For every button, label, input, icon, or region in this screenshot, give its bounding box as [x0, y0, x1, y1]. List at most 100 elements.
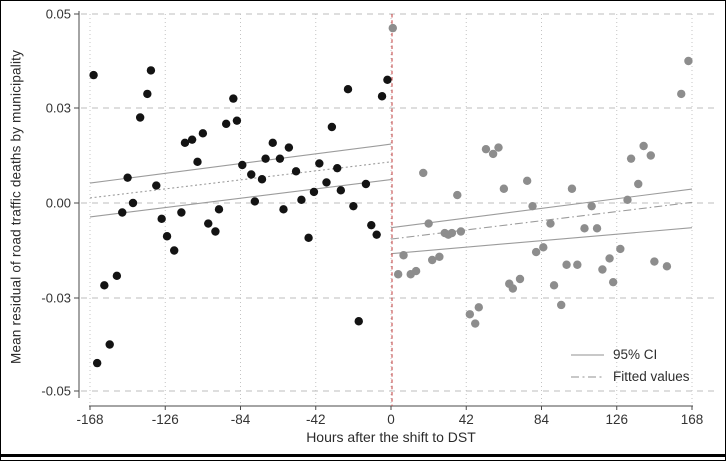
legend-line-solid-icon [571, 353, 604, 356]
data-point-pre_dst_shift [112, 271, 122, 281]
data-point-post_dst_shift [573, 260, 582, 269]
data-point-pre_dst_shift [336, 186, 346, 195]
data-point-post_dst_shift [598, 265, 607, 274]
data-point-post_dst_shift [592, 224, 602, 233]
data-point-post_dst_shift [465, 310, 475, 319]
legend-row-ci: 95% CI [571, 347, 690, 362]
data-point-post_dst_shift [677, 89, 686, 99]
data-point-pre_dst_shift [268, 138, 277, 148]
data-point-pre_dst_shift [291, 167, 301, 176]
data-point-pre_dst_shift [204, 219, 213, 228]
data-point-post_dst_shift [650, 257, 659, 266]
legend-label-ci: 95% CI [613, 347, 658, 362]
data-point-post_dst_shift [424, 219, 433, 228]
y-axis-title: Mean residual of road traffic deaths by … [8, 49, 24, 365]
data-point-post_dst_shift [393, 270, 403, 279]
data-point-post_dst_shift [388, 23, 397, 33]
x-tick-label: 126 [605, 412, 628, 427]
data-point-pre_dst_shift [297, 195, 306, 205]
legend-label-fitted: Fitted values [613, 369, 690, 384]
y-tick-label: -0.03 [41, 291, 71, 306]
data-point-pre_dst_shift [315, 159, 324, 168]
data-point-pre_dst_shift [232, 116, 242, 125]
data-point-pre_dst_shift [383, 75, 392, 85]
data-point-pre_dst_shift [152, 181, 161, 190]
data-point-pre_dst_shift [198, 129, 208, 138]
data-point-post_dst_shift [508, 284, 518, 293]
data-point-post_dst_shift [616, 244, 625, 254]
data-point-pre_dst_shift [377, 92, 387, 101]
data-point-post_dst_shift [684, 56, 693, 66]
data-point-post_dst_shift [608, 277, 618, 287]
data-point-post_dst_shift [528, 201, 537, 211]
data-point-pre_dst_shift [146, 66, 156, 75]
data-point-pre_dst_shift [247, 170, 256, 179]
data-point-post_dst_shift [499, 184, 509, 193]
data-point-pre_dst_shift [309, 187, 319, 197]
data-point-post_dst_shift [435, 252, 444, 262]
data-point-pre_dst_shift [349, 201, 358, 211]
data-point-post_dst_shift [557, 300, 566, 310]
data-point-post_dst_shift [662, 262, 672, 271]
data-point-pre_dst_shift [229, 94, 238, 103]
y-tick-label: 0.05 [46, 7, 71, 22]
legend-row-fitted: Fitted values [571, 369, 690, 384]
data-point-post_dst_shift [634, 179, 643, 189]
data-point-pre_dst_shift [118, 208, 127, 217]
data-point-pre_dst_shift [275, 154, 285, 163]
data-point-pre_dst_shift [211, 227, 220, 236]
data-point-post_dst_shift [623, 195, 632, 205]
data-point-pre_dst_shift [238, 160, 247, 170]
bottom-border-bar [1, 454, 725, 457]
data-point-post_dst_shift [646, 151, 655, 160]
data-point-pre_dst_shift [128, 198, 138, 208]
data-point-pre_dst_shift [214, 205, 224, 214]
data-point-pre_dst_shift [89, 70, 98, 80]
data-point-post_dst_shift [488, 149, 498, 159]
data-point-pre_dst_shift [180, 138, 190, 148]
data-point-post_dst_shift [494, 143, 503, 152]
x-axis-title: Hours after the shift to DST [306, 429, 476, 445]
data-point-pre_dst_shift [343, 85, 353, 94]
data-point-post_dst_shift [428, 255, 437, 265]
data-point-post_dst_shift [580, 224, 589, 233]
data-point-post_dst_shift [546, 219, 555, 228]
data-point-post_dst_shift [411, 266, 421, 276]
data-point-pre_dst_shift [250, 197, 260, 206]
ci-line [390, 188, 693, 229]
data-point-pre_dst_shift [143, 89, 152, 99]
data-point-post_dst_shift [419, 168, 428, 178]
data-point-pre_dst_shift [193, 157, 202, 167]
data-point-pre_dst_shift [284, 143, 294, 152]
x-tick-label: -126 [152, 412, 179, 427]
data-point-post_dst_shift [474, 303, 483, 312]
data-point-pre_dst_shift [170, 246, 179, 255]
y-tick-label: 0.03 [46, 101, 71, 116]
data-point-post_dst_shift [471, 319, 480, 328]
x-tick-label: -84 [231, 412, 251, 427]
data-point-pre_dst_shift [333, 163, 342, 173]
data-point-pre_dst_shift [187, 135, 197, 144]
x-tick-label: 168 [681, 412, 704, 427]
ci-line [390, 227, 693, 255]
data-point-pre_dst_shift [372, 230, 381, 239]
data-point-pre_dst_shift [105, 340, 114, 349]
data-point-pre_dst_shift [257, 175, 267, 184]
data-point-pre_dst_shift [327, 122, 337, 132]
data-point-pre_dst_shift [135, 113, 145, 122]
data-point-post_dst_shift [562, 260, 571, 269]
legend: 95% CI Fitted values [571, 347, 690, 384]
data-point-post_dst_shift [399, 251, 408, 260]
data-point-pre_dst_shift [100, 281, 109, 290]
data-point-pre_dst_shift [279, 205, 288, 214]
data-point-post_dst_shift [447, 228, 457, 238]
x-tick-label: 0 [387, 412, 395, 427]
x-tick-label: -42 [306, 412, 326, 427]
data-point-post_dst_shift [605, 254, 614, 263]
data-point-pre_dst_shift [177, 208, 186, 217]
ci-line [89, 179, 392, 218]
data-point-pre_dst_shift [261, 154, 270, 163]
data-point-pre_dst_shift [304, 233, 313, 243]
